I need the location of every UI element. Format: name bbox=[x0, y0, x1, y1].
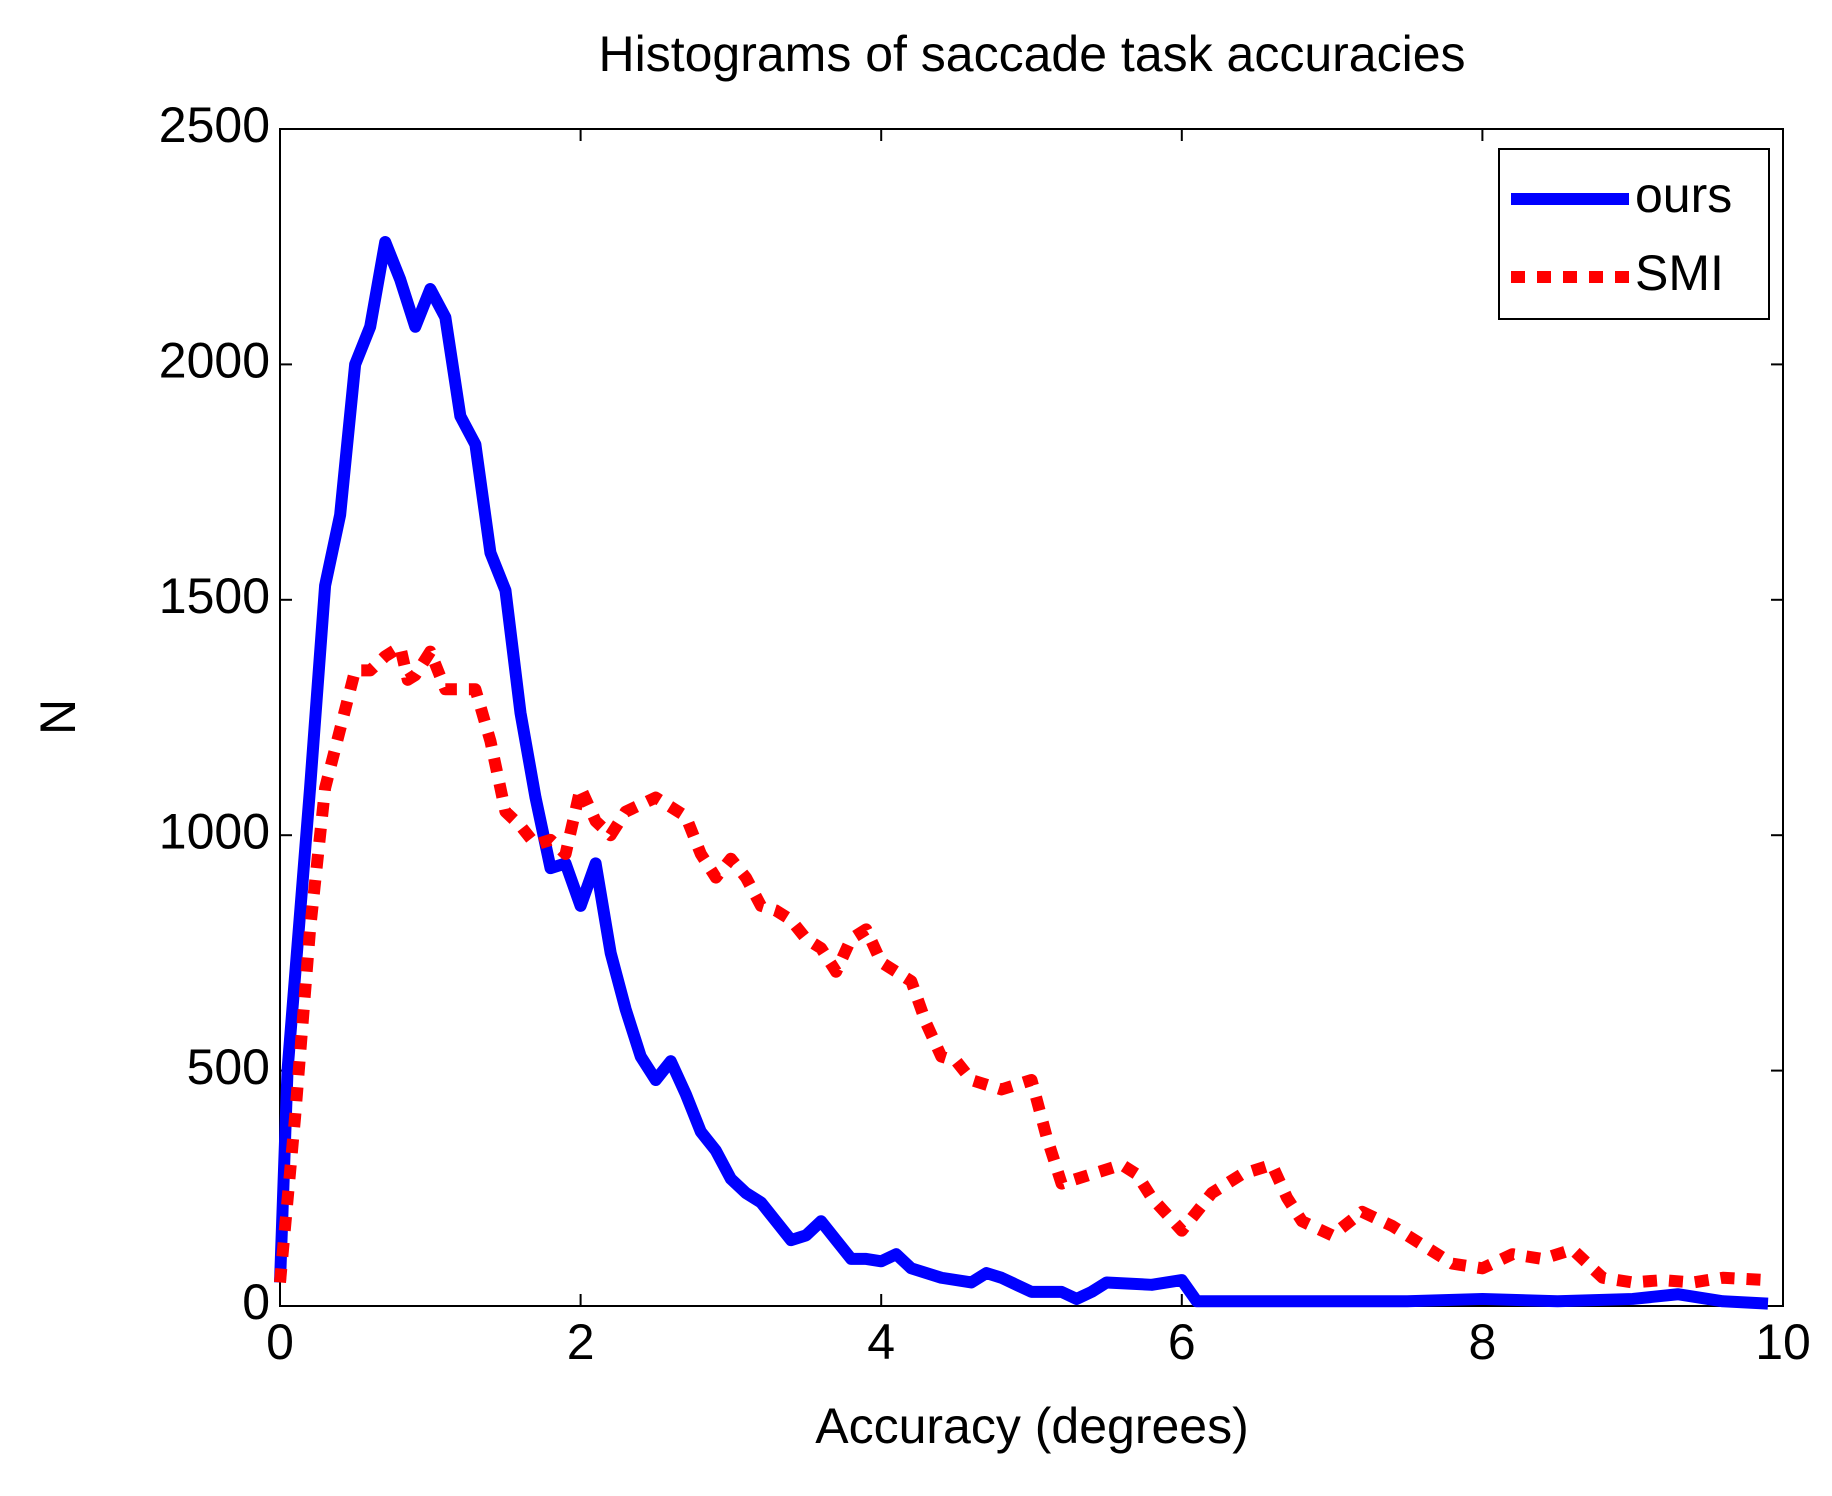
y-tick-label: 500 bbox=[187, 1039, 270, 1095]
data-line bbox=[274, 235, 1769, 1310]
y-tick-label: 1500 bbox=[159, 568, 270, 624]
plot-area bbox=[279, 128, 1784, 1307]
y-axis-label: N bbox=[30, 699, 86, 735]
y-tick-label: 1000 bbox=[159, 803, 270, 859]
legend-label: ours bbox=[1635, 167, 1732, 223]
x-tick-label: 0 bbox=[266, 1314, 294, 1370]
y-tick-label: 2000 bbox=[159, 333, 270, 389]
x-axis-label: Accuracy (degrees) bbox=[815, 1398, 1249, 1454]
y-tick-label: 0 bbox=[242, 1274, 270, 1330]
x-tick-label: 6 bbox=[1168, 1314, 1196, 1370]
y-tick-label: 2500 bbox=[159, 97, 270, 153]
x-tick-label: 4 bbox=[867, 1314, 895, 1370]
chart-title: Histograms of saccade task accuracies bbox=[598, 26, 1465, 82]
data-line bbox=[274, 640, 1769, 1289]
x-tick-label: 2 bbox=[567, 1314, 595, 1370]
legend-label: SMI bbox=[1635, 245, 1724, 301]
legend-box bbox=[1498, 148, 1770, 320]
x-tick-label: 10 bbox=[1755, 1314, 1811, 1370]
x-tick-label: 8 bbox=[1468, 1314, 1496, 1370]
